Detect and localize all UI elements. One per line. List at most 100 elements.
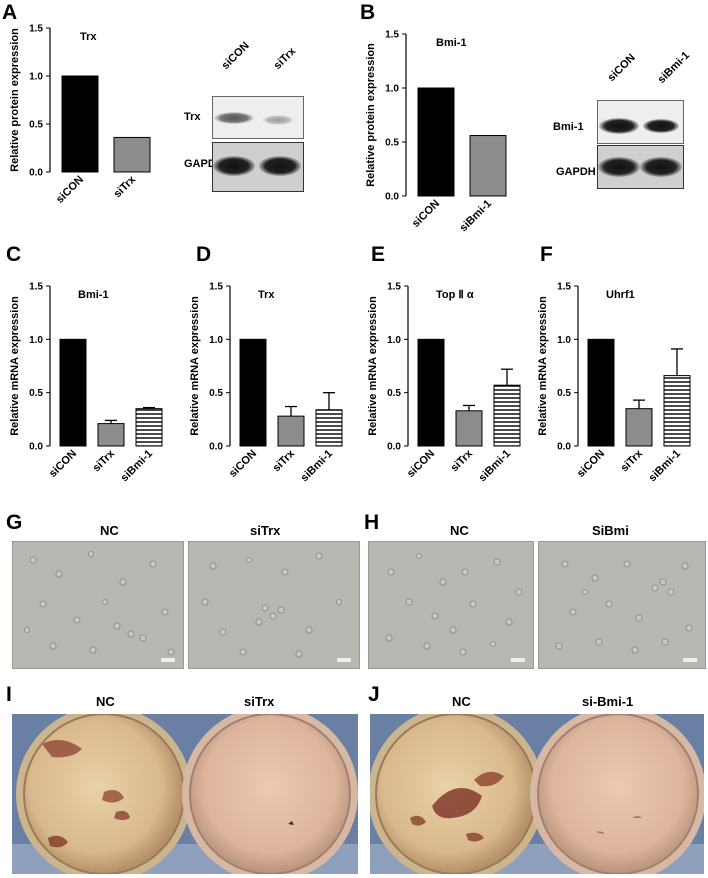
y-axis-label: Relative mRNA expression (537, 296, 549, 436)
chart-title: Uhrf1 (606, 289, 635, 301)
panel-j-label: si-Bmi-1 (582, 694, 634, 709)
bar-sibmi-1 (663, 375, 691, 447)
bar-sitrx (97, 423, 125, 447)
microscopy-h-nc (368, 541, 534, 669)
panel-h-label: NC (450, 523, 469, 538)
colony-wells-j (370, 714, 704, 874)
blot-a-row-label: Trx (184, 111, 201, 123)
y-tick-label: 0.0 (385, 192, 399, 203)
bar-sicon (61, 75, 99, 173)
y-tick-label: 0.5 (29, 388, 43, 399)
bar-sicon (417, 87, 455, 197)
bar-chart-b: 0.0 0.5 1.0 1.5 Relative protein expression B… (365, 30, 507, 235)
western-blot-b (597, 100, 684, 189)
chart-title: Trx (80, 31, 97, 43)
panel-letter-g: G (6, 511, 23, 534)
bar-sicon (239, 338, 267, 447)
chart-title: Bmi-1 (436, 37, 467, 49)
x-category-label: siBmi-1 (647, 448, 684, 485)
y-tick-label: 0.5 (385, 138, 399, 149)
y-tick-label: 0.5 (387, 388, 401, 399)
microscopy-g-nc (12, 541, 184, 669)
bar-sibmi-1 (135, 408, 163, 447)
bar-sitrx (277, 415, 305, 447)
bar-sicon (417, 338, 445, 447)
y-axis-label: Relative protein expression (365, 43, 377, 187)
y-axis-label: Relative protein expression (9, 28, 21, 172)
y-tick-label: 0.0 (387, 442, 401, 453)
microscopy-h-sibmi (538, 541, 706, 669)
y-tick-label: 0.0 (29, 442, 43, 453)
x-category-label: siCON (54, 174, 86, 206)
x-category-label: siCON (575, 448, 607, 480)
panel-j-label: NC (452, 694, 471, 709)
bar-sibmi-1 (315, 409, 343, 447)
blot-b-lane-label: siCON (605, 51, 638, 84)
blot-a-lane-label: siTrx (271, 45, 299, 72)
x-category-label: siBmi-1 (477, 448, 514, 485)
y-tick-label: 0.0 (209, 442, 223, 453)
bar-sicon (59, 338, 87, 447)
x-category-label: siTrx (111, 173, 138, 200)
panel-g-label: siTrx (250, 523, 281, 538)
panel-letter-j: J (368, 683, 380, 706)
y-axis-label: Relative mRNA expression (9, 296, 21, 436)
blot-b-row-label: Bmi-1 (553, 121, 584, 133)
panel-letter-i: I (6, 683, 12, 706)
x-category-label: siCON (405, 448, 437, 480)
bar-chart-c: 0.0 0.5 1.0 1.5 Relative mRNA expression Bmi-… (9, 282, 163, 485)
y-tick-label: 0.5 (29, 120, 43, 131)
bar-sitrx (113, 136, 151, 173)
bar-sicon (587, 338, 615, 447)
x-category-label: siBmi-1 (458, 198, 495, 235)
y-tick-label: 0.5 (557, 388, 571, 399)
y-tick-label: 1.0 (29, 335, 43, 346)
bar-sitrx (455, 410, 483, 447)
bar-chart-e: 0.0 0.5 1.0 1.5 Relative mRNA expression Top … (367, 282, 521, 485)
y-tick-label: 1.5 (385, 30, 399, 41)
y-tick-label: 1.5 (29, 282, 43, 293)
panel-letter-h: H (364, 511, 380, 534)
y-tick-label: 1.5 (29, 24, 43, 35)
y-tick-label: 1.0 (29, 72, 43, 83)
y-tick-label: 1.0 (387, 335, 401, 346)
y-tick-label: 1.0 (557, 335, 571, 346)
bar-sibmi-1 (469, 135, 507, 197)
blot-b-row-label: GAPDH (556, 166, 596, 178)
panel-i-label: siTrx (244, 694, 275, 709)
colony-wells-i (12, 714, 358, 874)
y-tick-label: 0.5 (209, 388, 223, 399)
x-category-label: siTrx (448, 447, 475, 474)
panel-h-label: SiBmi (592, 523, 629, 538)
panel-letter-a: A (2, 1, 18, 24)
x-category-label: siCON (47, 448, 79, 480)
x-category-label: siTrx (618, 447, 645, 474)
x-category-label: siCON (410, 198, 442, 230)
y-tick-label: 1.0 (385, 84, 399, 95)
x-category-label: siTrx (270, 447, 297, 474)
y-tick-label: 1.5 (387, 282, 401, 293)
y-tick-label: 0.0 (29, 168, 43, 179)
y-axis-label: Relative mRNA expression (367, 296, 379, 436)
x-category-label: siBmi-1 (119, 448, 156, 485)
bar-sibmi-1 (493, 384, 521, 447)
panel-i-label: NC (96, 694, 115, 709)
y-tick-label: 0.0 (557, 442, 571, 453)
western-blot-a (212, 96, 304, 192)
panel-g-label: NC (100, 523, 119, 538)
y-tick-label: 1.5 (557, 282, 571, 293)
blot-a-lane-label: siCON (219, 39, 252, 72)
x-category-label: siBmi-1 (299, 448, 336, 485)
x-category-label: siCON (227, 448, 259, 480)
panel-letter-d: D (196, 243, 212, 266)
chart-title: Trx (258, 289, 275, 301)
y-tick-label: 1.0 (209, 335, 223, 346)
panel-letter-e: E (371, 243, 386, 266)
chart-title: Top Ⅱ α (436, 289, 474, 301)
panel-letter-b: B (360, 1, 376, 24)
chart-title: Bmi-1 (78, 289, 109, 301)
bar-chart-d: 0.0 0.5 1.0 1.5 Relative mRNA expression Trx s… (189, 282, 343, 485)
microscopy-g-sitrx (188, 541, 360, 669)
y-axis-label: Relative mRNA expression (189, 296, 201, 436)
bar-chart-a: 0.0 0.5 1.0 1.5 Relative protein expression T… (9, 24, 151, 206)
